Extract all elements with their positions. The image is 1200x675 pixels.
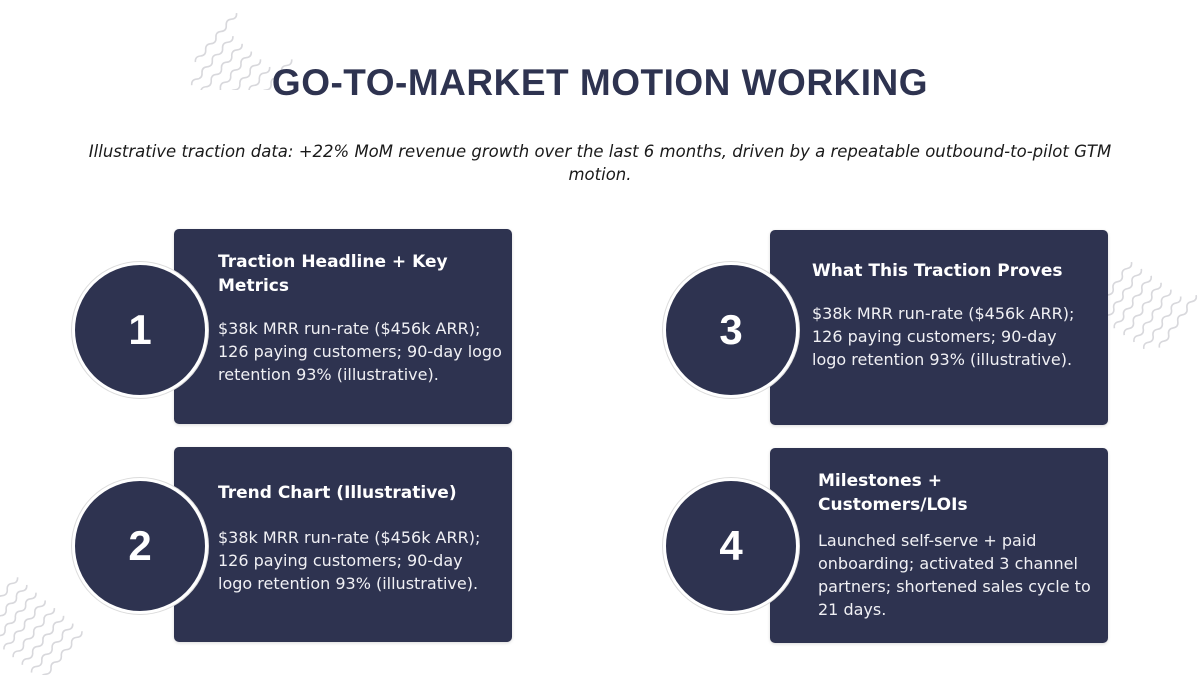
card-2: Trend Chart (Illustrative) $38k MRR run-… — [174, 447, 512, 642]
card-title: Trend Chart (Illustrative) — [218, 483, 457, 503]
step-number-badge: 2 — [72, 478, 208, 614]
card-body: Launched self-serve + paid onboarding; a… — [818, 531, 1091, 619]
slide-subtitle: Illustrative traction data: +22% MoM rev… — [88, 142, 1112, 184]
wave-pattern-right — [1105, 260, 1199, 351]
card-title: Traction Headline + Key Metrics — [218, 252, 448, 296]
card-1: Traction Headline + Key Metrics $38k MRR… — [174, 229, 512, 424]
card-3: What This Traction Proves $38k MRR run-r… — [770, 230, 1108, 425]
step-number-badge: 3 — [663, 262, 799, 398]
card-body: $38k MRR run-rate ($456k ARR); 126 payin… — [812, 304, 1075, 369]
card-body: $38k MRR run-rate ($456k ARR); 126 payin… — [218, 319, 502, 384]
step-number-badge: 1 — [72, 262, 208, 398]
slide-title: GO-TO-MARKET MOTION WORKING — [271, 62, 929, 103]
card-4: Milestones + Customers/LOIs Launched sel… — [770, 448, 1108, 643]
card-title: What This Traction Proves — [812, 261, 1063, 281]
card-title: Milestones + Customers/LOIs — [818, 471, 968, 515]
step-number-badge: 4 — [663, 478, 799, 614]
card-body: $38k MRR run-rate ($456k ARR); 126 payin… — [218, 528, 481, 593]
